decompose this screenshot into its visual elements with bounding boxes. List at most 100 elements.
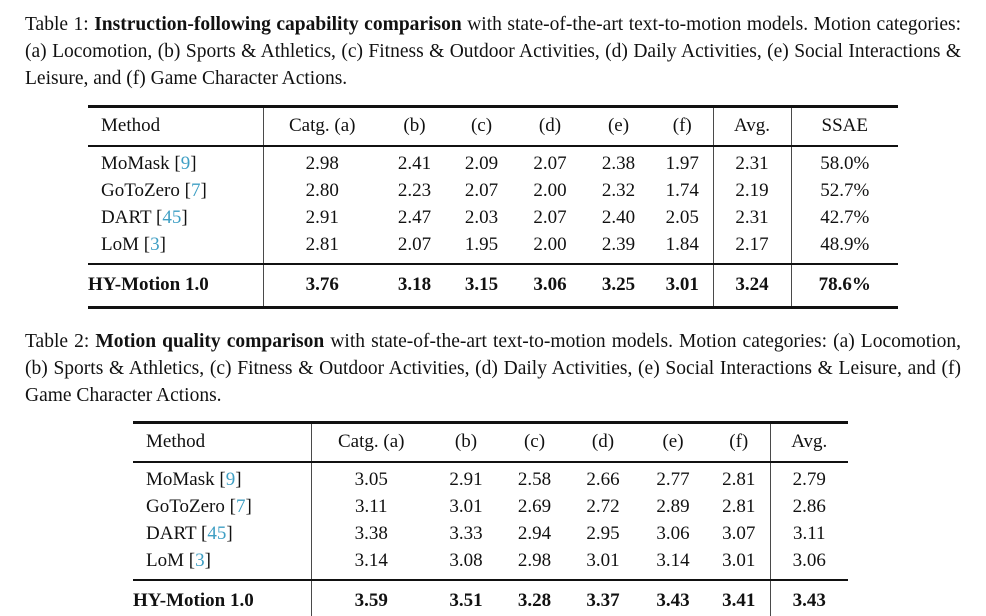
value-cell: 2.94 bbox=[517, 523, 552, 545]
citation-bracket: [ bbox=[174, 152, 181, 174]
value-cell: 3.01 bbox=[652, 262, 713, 308]
citation-bracket: ] bbox=[245, 496, 252, 518]
value-cell: 58.0% bbox=[790, 145, 898, 178]
value-cell: 52.7% bbox=[790, 177, 898, 205]
value-cell: 3.18 bbox=[381, 262, 448, 308]
value-cell: 3.01 bbox=[722, 550, 756, 572]
table-row: MoMask [9] 3.05 2.91 2.58 2.66 2.77 2.81… bbox=[133, 462, 848, 495]
value-cell: 1.84 bbox=[665, 233, 699, 255]
method-cell: DART [45] bbox=[88, 205, 263, 232]
value-cell: 1.95 bbox=[464, 233, 499, 255]
method-cell: MoMask [9] bbox=[88, 146, 263, 178]
value-cell: 2.81 bbox=[722, 496, 756, 518]
value-cell: 2.17 bbox=[712, 231, 791, 264]
value-cell: 2.86 bbox=[769, 494, 848, 522]
method-cell: DART [45] bbox=[133, 521, 311, 548]
column-header-c: (c) bbox=[448, 106, 515, 147]
caption-label: Table 2: bbox=[25, 330, 96, 352]
value-cell: 2.07 bbox=[464, 179, 499, 201]
method-name: MoMask bbox=[146, 469, 215, 491]
column-header-b: (b) bbox=[381, 106, 448, 147]
value-cell: 3.43 bbox=[638, 579, 708, 616]
citation-bracket: [ bbox=[201, 523, 208, 545]
citation-link[interactable]: 3 bbox=[195, 550, 205, 572]
value-cell: 2.72 bbox=[586, 496, 620, 518]
citation-bracket: [ bbox=[219, 469, 226, 491]
method-cell: GoToZero [7] bbox=[133, 494, 311, 521]
value-cell: 3.06 bbox=[656, 523, 690, 545]
value-cell: 3.06 bbox=[515, 262, 585, 308]
value-cell: 2.03 bbox=[464, 206, 499, 228]
instruction-following-table: Method Catg. (a) (b) (c) (d) (e) (f) Avg… bbox=[88, 104, 898, 309]
value-cell: 3.51 bbox=[431, 579, 501, 616]
value-cell: 3.76 bbox=[262, 262, 381, 308]
method-name: LoM bbox=[146, 550, 184, 572]
caption-text: with state-of-the-art text-to-motion mod… bbox=[25, 14, 962, 89]
column-header-method: Method bbox=[88, 106, 263, 147]
citation-bracket: [ bbox=[156, 206, 163, 228]
value-cell: 1.97 bbox=[665, 152, 699, 174]
value-cell: 3.07 bbox=[722, 523, 756, 545]
method-name: LoM bbox=[101, 233, 139, 255]
column-header-f: (f) bbox=[708, 422, 770, 464]
value-cell: 2.38 bbox=[601, 152, 636, 174]
value-cell: 2.77 bbox=[656, 469, 690, 491]
value-cell: 2.31 bbox=[712, 204, 791, 232]
value-cell: 2.23 bbox=[397, 179, 432, 201]
value-cell: 2.00 bbox=[533, 179, 567, 201]
column-header-e: (e) bbox=[638, 422, 708, 464]
value-cell: 2.80 bbox=[262, 177, 381, 205]
citation-link[interactable]: 7 bbox=[235, 496, 246, 518]
highlight-row: HY-Motion 1.0 3.76 3.18 3.15 3.06 3.25 3… bbox=[88, 262, 898, 308]
value-cell: 3.06 bbox=[769, 548, 848, 581]
column-header-catg-a: Catg. (a) bbox=[262, 106, 381, 147]
citation-link[interactable]: 9 bbox=[225, 469, 236, 491]
caption-text: with state-of-the-art text-to-motion mod… bbox=[25, 330, 961, 406]
value-cell: 3.41 bbox=[708, 579, 770, 616]
value-cell: 3.24 bbox=[712, 262, 791, 308]
value-cell: 2.89 bbox=[656, 496, 690, 518]
citation-bracket: ] bbox=[204, 550, 211, 572]
citation-link[interactable]: 45 bbox=[162, 206, 182, 228]
citation-link[interactable]: 3 bbox=[150, 233, 160, 255]
citation-link[interactable]: 7 bbox=[190, 179, 201, 201]
value-cell: 2.32 bbox=[601, 179, 636, 201]
caption-bold-title: Motion quality comparison bbox=[95, 330, 325, 352]
table-row: GoToZero [7] 3.11 3.01 2.69 2.72 2.89 2.… bbox=[133, 494, 848, 522]
value-cell: 2.98 bbox=[517, 550, 552, 572]
value-cell: 3.11 bbox=[310, 494, 431, 522]
header-row: Method Catg. (a) (b) (c) (d) (e) (f) Avg… bbox=[88, 106, 898, 147]
value-cell: 2.00 bbox=[533, 233, 567, 255]
motion-quality-table: Method Catg. (a) (b) (c) (d) (e) (f) Avg… bbox=[133, 421, 848, 616]
citation-link[interactable]: 9 bbox=[180, 152, 191, 174]
value-cell: 2.66 bbox=[586, 469, 620, 491]
table-row: DART [45] 2.91 2.47 2.03 2.07 2.40 2.05 … bbox=[88, 204, 898, 232]
method-name: DART bbox=[146, 523, 197, 545]
column-header-avg: Avg. bbox=[712, 106, 791, 147]
citation-bracket: [ bbox=[143, 233, 151, 255]
citation-bracket: ] bbox=[235, 469, 242, 491]
value-cell: 2.95 bbox=[586, 523, 620, 545]
citation-link[interactable]: 45 bbox=[207, 523, 227, 545]
value-cell: 2.41 bbox=[397, 152, 432, 174]
column-header-d: (d) bbox=[568, 422, 638, 464]
table-row: LoM [3] 3.14 3.08 2.98 3.01 3.14 3.01 3.… bbox=[133, 548, 848, 581]
value-cell: 2.79 bbox=[769, 462, 848, 495]
table-row: GoToZero [7] 2.80 2.23 2.07 2.00 2.32 1.… bbox=[88, 177, 898, 205]
column-header-catg-a: Catg. (a) bbox=[310, 422, 431, 464]
value-cell: 2.40 bbox=[601, 206, 636, 228]
value-cell: 2.39 bbox=[601, 233, 636, 255]
caption-bold-title: Instruction-following capability compari… bbox=[94, 14, 462, 35]
value-cell: 3.14 bbox=[656, 550, 690, 572]
column-header-b: (b) bbox=[431, 422, 501, 464]
value-cell: 2.07 bbox=[533, 206, 567, 228]
column-header-f: (f) bbox=[652, 106, 713, 147]
value-cell: 3.11 bbox=[769, 521, 848, 549]
caption-label: Table 1: bbox=[25, 14, 95, 35]
value-cell: 3.01 bbox=[449, 496, 483, 518]
value-cell: 2.07 bbox=[533, 152, 567, 174]
value-cell: 2.47 bbox=[397, 206, 432, 228]
method-cell: MoMask [9] bbox=[133, 462, 311, 494]
highlight-row: HY-Motion 1.0 3.59 3.51 3.28 3.37 3.43 3… bbox=[133, 579, 848, 616]
